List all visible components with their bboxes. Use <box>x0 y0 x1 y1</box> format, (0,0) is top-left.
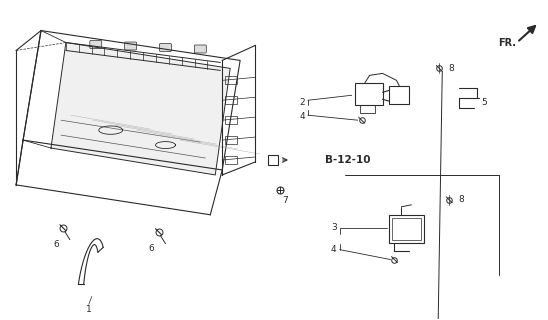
Text: 6: 6 <box>53 240 59 249</box>
Text: 1: 1 <box>86 305 92 314</box>
Text: B-12-10: B-12-10 <box>325 155 370 165</box>
Polygon shape <box>51 43 230 175</box>
Text: FR.: FR. <box>498 37 516 47</box>
Text: 7: 7 <box>282 196 288 205</box>
Text: 3: 3 <box>331 223 336 232</box>
Text: 8: 8 <box>448 64 454 73</box>
Text: 2: 2 <box>299 98 305 107</box>
FancyBboxPatch shape <box>159 44 172 52</box>
Text: 5: 5 <box>481 98 487 107</box>
FancyBboxPatch shape <box>124 42 136 50</box>
Text: 8: 8 <box>458 195 464 204</box>
Text: 4: 4 <box>299 112 305 121</box>
Text: 4: 4 <box>331 245 336 254</box>
FancyBboxPatch shape <box>90 41 102 49</box>
FancyBboxPatch shape <box>195 45 206 53</box>
Text: 6: 6 <box>149 244 155 253</box>
